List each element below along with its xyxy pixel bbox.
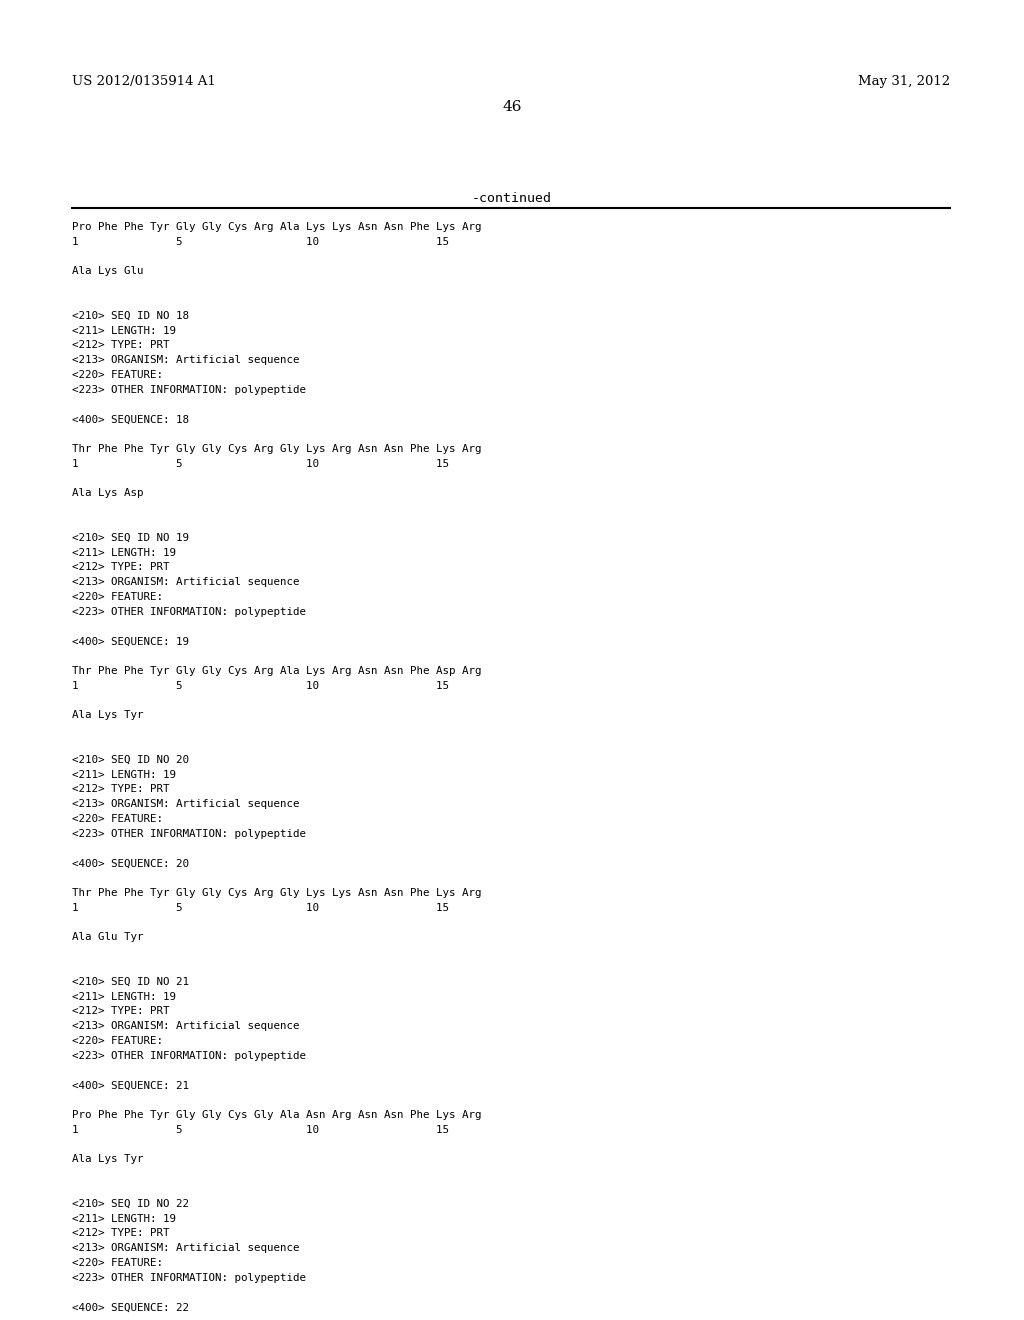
Text: <211> LENGTH: 19: <211> LENGTH: 19 <box>72 326 176 335</box>
Text: <210> SEQ ID NO 18: <210> SEQ ID NO 18 <box>72 310 189 321</box>
Text: <220> FEATURE:: <220> FEATURE: <box>72 591 163 602</box>
Text: <212> TYPE: PRT: <212> TYPE: PRT <box>72 784 170 795</box>
Text: <223> OTHER INFORMATION: polypeptide: <223> OTHER INFORMATION: polypeptide <box>72 385 306 395</box>
Text: <212> TYPE: PRT: <212> TYPE: PRT <box>72 1229 170 1238</box>
Text: <220> FEATURE:: <220> FEATURE: <box>72 370 163 380</box>
Text: <211> LENGTH: 19: <211> LENGTH: 19 <box>72 548 176 557</box>
Text: 1               5                   10                  15: 1 5 10 15 <box>72 1125 449 1135</box>
Text: 1               5                   10                  15: 1 5 10 15 <box>72 459 449 469</box>
Text: May 31, 2012: May 31, 2012 <box>858 75 950 88</box>
Text: <400> SEQUENCE: 19: <400> SEQUENCE: 19 <box>72 636 189 647</box>
Text: <220> FEATURE:: <220> FEATURE: <box>72 814 163 824</box>
Text: <210> SEQ ID NO 19: <210> SEQ ID NO 19 <box>72 533 189 543</box>
Text: Thr Phe Phe Tyr Gly Gly Cys Arg Gly Lys Arg Asn Asn Phe Lys Arg: Thr Phe Phe Tyr Gly Gly Cys Arg Gly Lys … <box>72 444 481 454</box>
Text: <212> TYPE: PRT: <212> TYPE: PRT <box>72 1006 170 1016</box>
Text: <223> OTHER INFORMATION: polypeptide: <223> OTHER INFORMATION: polypeptide <box>72 829 306 838</box>
Text: Thr Phe Phe Tyr Gly Gly Cys Arg Ala Lys Arg Asn Asn Phe Asp Arg: Thr Phe Phe Tyr Gly Gly Cys Arg Ala Lys … <box>72 667 481 676</box>
Text: <220> FEATURE:: <220> FEATURE: <box>72 1036 163 1045</box>
Text: <400> SEQUENCE: 18: <400> SEQUENCE: 18 <box>72 414 189 425</box>
Text: Pro Phe Phe Tyr Gly Gly Cys Arg Ala Lys Lys Asn Asn Phe Lys Arg: Pro Phe Phe Tyr Gly Gly Cys Arg Ala Lys … <box>72 222 481 232</box>
Text: <223> OTHER INFORMATION: polypeptide: <223> OTHER INFORMATION: polypeptide <box>72 607 306 616</box>
Text: <213> ORGANISM: Artificial sequence: <213> ORGANISM: Artificial sequence <box>72 799 299 809</box>
Text: <212> TYPE: PRT: <212> TYPE: PRT <box>72 562 170 573</box>
Text: <223> OTHER INFORMATION: polypeptide: <223> OTHER INFORMATION: polypeptide <box>72 1272 306 1283</box>
Text: <210> SEQ ID NO 22: <210> SEQ ID NO 22 <box>72 1199 189 1209</box>
Text: Thr Phe Phe Tyr Gly Gly Cys Arg Gly Lys Lys Asn Asn Phe Lys Arg: Thr Phe Phe Tyr Gly Gly Cys Arg Gly Lys … <box>72 888 481 898</box>
Text: <211> LENGTH: 19: <211> LENGTH: 19 <box>72 1213 176 1224</box>
Text: <400> SEQUENCE: 21: <400> SEQUENCE: 21 <box>72 1080 189 1090</box>
Text: <210> SEQ ID NO 20: <210> SEQ ID NO 20 <box>72 755 189 764</box>
Text: 46: 46 <box>502 100 522 114</box>
Text: Ala Glu Tyr: Ala Glu Tyr <box>72 932 143 942</box>
Text: Pro Phe Phe Tyr Gly Gly Cys Gly Ala Asn Arg Asn Asn Phe Lys Arg: Pro Phe Phe Tyr Gly Gly Cys Gly Ala Asn … <box>72 1110 481 1119</box>
Text: <212> TYPE: PRT: <212> TYPE: PRT <box>72 341 170 350</box>
Text: 1               5                   10                  15: 1 5 10 15 <box>72 681 449 690</box>
Text: <400> SEQUENCE: 22: <400> SEQUENCE: 22 <box>72 1303 189 1312</box>
Text: <400> SEQUENCE: 20: <400> SEQUENCE: 20 <box>72 858 189 869</box>
Text: Ala Lys Asp: Ala Lys Asp <box>72 488 143 499</box>
Text: Ala Lys Tyr: Ala Lys Tyr <box>72 1155 143 1164</box>
Text: <211> LENGTH: 19: <211> LENGTH: 19 <box>72 770 176 780</box>
Text: 1               5                   10                  15: 1 5 10 15 <box>72 236 449 247</box>
Text: Ala Lys Glu: Ala Lys Glu <box>72 267 143 276</box>
Text: <213> ORGANISM: Artificial sequence: <213> ORGANISM: Artificial sequence <box>72 355 299 366</box>
Text: <213> ORGANISM: Artificial sequence: <213> ORGANISM: Artificial sequence <box>72 1022 299 1031</box>
Text: -continued: -continued <box>472 191 552 205</box>
Text: <220> FEATURE:: <220> FEATURE: <box>72 1258 163 1269</box>
Text: <213> ORGANISM: Artificial sequence: <213> ORGANISM: Artificial sequence <box>72 577 299 587</box>
Text: <211> LENGTH: 19: <211> LENGTH: 19 <box>72 991 176 1002</box>
Text: <213> ORGANISM: Artificial sequence: <213> ORGANISM: Artificial sequence <box>72 1243 299 1253</box>
Text: <210> SEQ ID NO 21: <210> SEQ ID NO 21 <box>72 977 189 987</box>
Text: <223> OTHER INFORMATION: polypeptide: <223> OTHER INFORMATION: polypeptide <box>72 1051 306 1061</box>
Text: Ala Lys Tyr: Ala Lys Tyr <box>72 710 143 721</box>
Text: US 2012/0135914 A1: US 2012/0135914 A1 <box>72 75 216 88</box>
Text: 1               5                   10                  15: 1 5 10 15 <box>72 903 449 913</box>
